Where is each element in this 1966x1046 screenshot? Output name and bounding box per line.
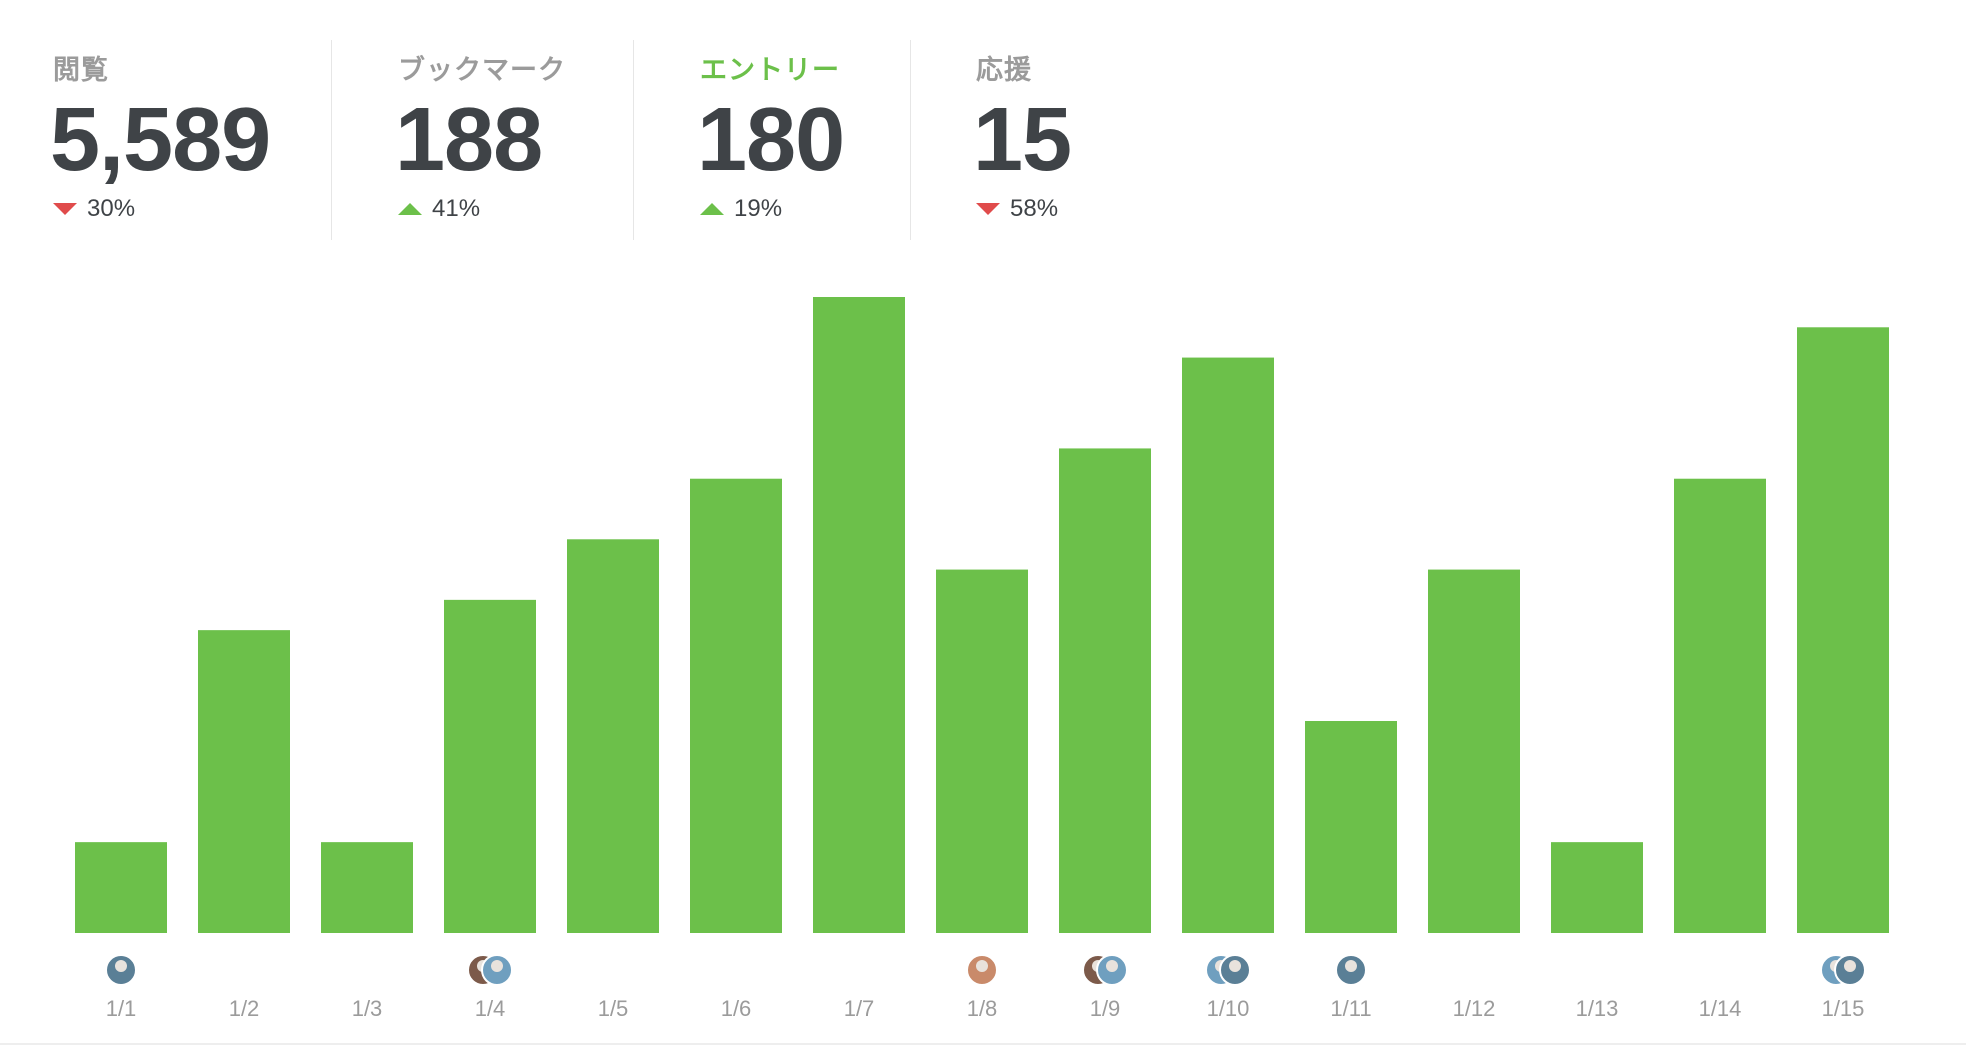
divider <box>633 40 634 240</box>
up-arrow-icon <box>398 203 422 215</box>
bar-1/9[interactable] <box>1059 448 1151 933</box>
stat-label: 閲覧 <box>53 55 109 86</box>
avatar-icon[interactable] <box>1096 954 1128 986</box>
entries-bar-chart: 1/1 1/2 1/3 1/4 1/5 1/6 1/7 1/8 1/9 1/10 1/11 1/12 1… <box>75 297 1889 1021</box>
avatar-icon[interactable] <box>481 954 513 986</box>
bar-1/2[interactable] <box>198 630 290 933</box>
up-arrow-icon <box>700 203 724 215</box>
stat-label: ブックマーク <box>398 55 566 86</box>
stat-change: 41% <box>398 195 480 223</box>
down-arrow-icon <box>53 203 77 215</box>
x-tick-label: 1/15 <box>1822 996 1865 1021</box>
bar-1/14[interactable] <box>1674 478 1766 933</box>
stat-value: 188 <box>395 90 543 190</box>
x-tick-label: 1/12 <box>1453 996 1496 1021</box>
avatar-icon[interactable] <box>1834 954 1866 986</box>
bar-1/3[interactable] <box>321 842 413 933</box>
stats-row: 閲覧 5,589 30% ブックマーク 188 41% エントリー 180 19… <box>0 0 1966 240</box>
stat-value: 15 <box>973 90 1072 190</box>
bar-1/12[interactable] <box>1428 569 1520 933</box>
stat-value: 5,589 <box>50 90 271 190</box>
bar-1/7[interactable] <box>813 297 905 933</box>
stat-label: エントリー <box>700 55 840 86</box>
x-tick-label: 1/14 <box>1699 996 1742 1021</box>
bar-1/11[interactable] <box>1305 721 1397 933</box>
bar-1/8[interactable] <box>936 569 1028 933</box>
x-tick-label: 1/4 <box>475 996 506 1021</box>
bar-1/5[interactable] <box>567 539 659 933</box>
down-arrow-icon <box>976 203 1000 215</box>
stat-value: 180 <box>697 90 845 190</box>
stat-change-text: 41% <box>432 195 481 222</box>
x-tick-label: 1/1 <box>106 996 137 1021</box>
avatar-icon[interactable] <box>105 954 137 986</box>
divider <box>910 40 911 240</box>
bar-1/4[interactable] <box>444 599 536 933</box>
x-tick-label: 1/2 <box>229 996 260 1021</box>
x-tick-label: 1/7 <box>844 996 875 1021</box>
x-tick-label: 1/5 <box>598 996 629 1021</box>
stat-change: 19% <box>700 195 782 223</box>
bottom-divider <box>0 1043 1966 1045</box>
bar-1/1[interactable] <box>75 842 167 933</box>
avatar-icon[interactable] <box>1219 954 1251 986</box>
divider <box>331 40 332 240</box>
x-tick-label: 1/9 <box>1090 996 1121 1021</box>
x-tick-label: 1/3 <box>352 996 383 1021</box>
bar-1/10[interactable] <box>1182 357 1274 933</box>
stat-change: 30% <box>53 195 135 223</box>
stat-change-text: 19% <box>734 195 783 222</box>
x-tick-label: 1/10 <box>1207 996 1250 1021</box>
stat-change: 58% <box>976 195 1058 223</box>
stat-change-text: 58% <box>1010 195 1059 222</box>
bar-1/6[interactable] <box>690 478 782 933</box>
avatar-icon[interactable] <box>966 954 998 986</box>
bar-1/15[interactable] <box>1797 327 1889 933</box>
x-tick-label: 1/11 <box>1330 996 1371 1021</box>
stat-label: 応援 <box>976 55 1032 86</box>
x-tick-label: 1/13 <box>1576 996 1619 1021</box>
avatar-icon[interactable] <box>1335 954 1367 986</box>
bar-1/13[interactable] <box>1551 842 1643 933</box>
stat-change-text: 30% <box>87 195 136 222</box>
x-tick-label: 1/8 <box>967 996 998 1021</box>
x-tick-label: 1/6 <box>721 996 752 1021</box>
